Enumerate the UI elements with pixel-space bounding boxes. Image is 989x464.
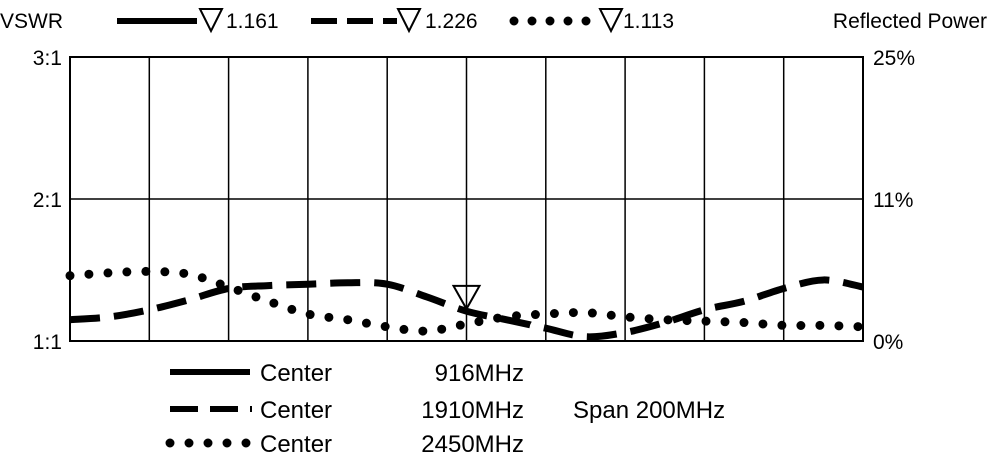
right-axis-title: Reflected Power [833, 10, 987, 33]
plot-grid [70, 57, 863, 341]
marker-triangle-icon [451, 284, 482, 311]
span-label: Span 200MHz [573, 397, 725, 424]
bottom-legend-dotted-freq: 2450MHz [421, 431, 524, 458]
bottom-legend-dashed-freq: 1910MHz [421, 397, 524, 424]
bottom-legend-solid-center: Center [260, 360, 332, 387]
series-line-dotted [65, 266, 868, 336]
bottom-legend-dashed-center: Center [260, 397, 332, 424]
legend-dashed-marker-icon [396, 8, 422, 34]
left-tick-label: 3:1 [33, 47, 62, 70]
legend-dashed-value: 1.226 [425, 10, 478, 33]
legend-dotted-value: 1.113 [623, 10, 674, 33]
legend-solid-marker-icon [198, 8, 224, 34]
legend-dotted-marker-icon [598, 8, 624, 34]
series-line-dashed [69, 276, 864, 341]
left-tick-labels: 3:1 2:1 1:1 [33, 47, 62, 354]
bottom-legend-solid-freq: 916MHz [435, 360, 524, 387]
right-tick-label: 25% [873, 47, 915, 70]
left-tick-label: 1:1 [33, 331, 62, 354]
right-tick-label: 11% [873, 189, 913, 212]
left-axis-title: VSWR [0, 10, 63, 33]
series-layer [65, 266, 868, 341]
legend-solid-value: 1.161 [226, 10, 279, 33]
right-tick-label: 0% [873, 331, 903, 354]
right-tick-labels: 25% 11% 0% [873, 47, 915, 354]
left-tick-label: 2:1 [33, 189, 62, 212]
bottom-legend-dotted-center: Center [260, 431, 332, 458]
plot-frame [69, 56, 864, 342]
